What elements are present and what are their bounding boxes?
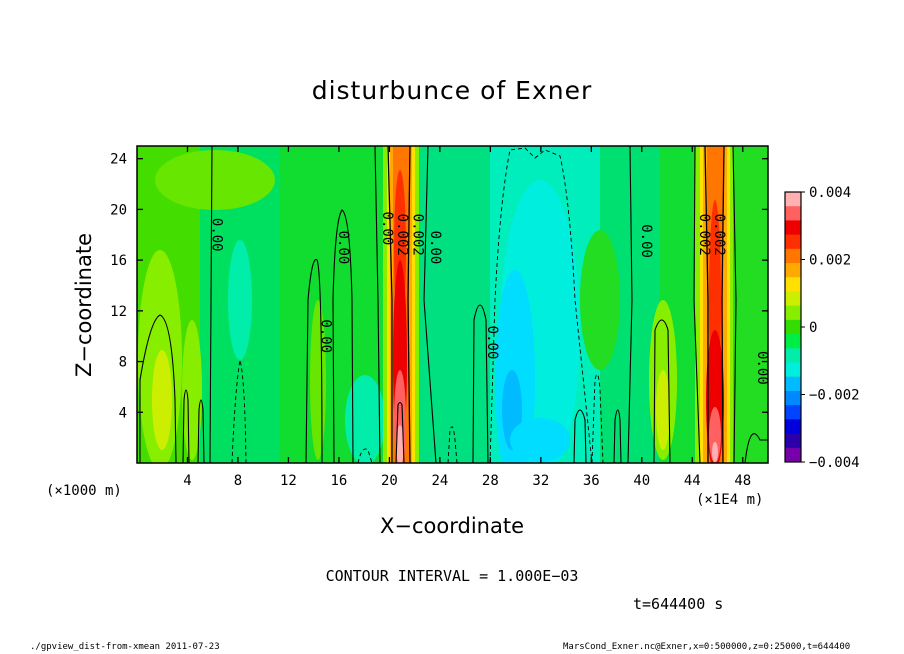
negative-contour-lines [231,147,604,463]
contour-label: 0.00 [209,218,225,252]
y-tick-label: 20 [110,202,127,218]
contour-label: 0.00 [379,212,395,246]
x-tick-label: 16 [330,473,347,489]
colorbar-swatch [785,206,801,221]
y-axis: 4 8 12 16 20 24 [110,152,768,421]
colorbar-swatch [785,348,801,364]
colorbar-swatch [785,234,801,250]
x-axis: 4 8 12 16 20 24 28 32 36 40 44 48 [183,146,751,489]
x-tick-label: 36 [583,473,600,489]
colorbar-swatch [785,405,801,420]
contour-label: 0.00 [484,326,500,360]
x-tick-label: 24 [431,473,448,489]
contour-lines [139,146,768,463]
y-tick-label: 4 [119,405,127,421]
colorbar-swatch [785,447,801,463]
y-tick-label: 8 [119,355,127,371]
x-tick-label: 44 [684,473,701,489]
contour-interval-text: CONTOUR INTERVAL = 1.000E−03 [325,567,579,585]
colorbar-swatch [785,277,801,292]
contour-label: 0.002 [696,214,712,256]
colorbar-tick-label: 0.002 [809,253,851,269]
colorbar-swatch [785,291,801,307]
x-tick-label: 32 [532,473,549,489]
y-tick-label: 16 [110,253,127,269]
contour-label: 0.002 [409,214,425,256]
colorbar-swatch [785,376,801,392]
contour-label: 0.00 [754,351,770,385]
contour-label: 0.00 [335,231,351,265]
time-stamp: t=644400 s [633,595,724,613]
y-tick-label: 12 [110,304,127,320]
y-tick-label: 24 [110,152,127,168]
x-tick-label: 40 [633,473,650,489]
colorbar-swatch [785,362,801,378]
colorbar-swatch [785,263,801,278]
colorbar-swatch [785,192,801,207]
x-unit-right: (×1E4 m) [696,492,764,508]
colorbar-swatch [785,305,801,321]
contour-label: 0.00 [638,224,654,258]
colorbar-swatch [785,220,801,236]
footer-script: ./gpview_dist-from-xmean 2011-07-23 [30,642,220,652]
x-unit-left: (×1000 m) [46,483,122,499]
colorbar-swatch [785,433,801,449]
x-axis-label: X−coordinate [380,514,524,538]
colorbar-swatch [785,319,801,335]
x-tick-label: 12 [280,473,297,489]
contour-labels: 0.00 0.000.000.00 0.002 0.002 0.000.000.00 0.… [209,212,770,385]
plot-frame [136,145,769,464]
contour-label: 0.00 [427,231,443,265]
colorbar-tick-label: −0.002 [809,388,860,404]
colorbar [784,191,802,463]
x-tick-label: 4 [183,473,191,489]
colorbar-swatch [785,334,801,349]
x-tick-label: 8 [234,473,242,489]
x-tick-label: 28 [482,473,499,489]
chart-title: disturbunce of Exner [311,76,593,105]
colorbar-swatch [785,419,801,435]
colorbar-labels: 0.004 0.002 0 −0.002 −0.004 [801,185,860,471]
contour-label: 0.002 [711,214,727,256]
x-tick-label: 20 [381,473,398,489]
colorbar-swatch [785,390,801,406]
heatmap-field [137,146,768,463]
x-tick-label: 48 [734,473,751,489]
colorbar-swatch [785,248,801,264]
footer-source: MarsCond_Exner.nc@Exner,x=0:500000,z=0:2… [563,642,851,652]
contour-label: 0.00 [317,319,333,353]
contour-label: 0.002 [394,214,410,256]
colorbar-tick-label: 0 [809,320,817,336]
colorbar-tick-label: 0.004 [809,185,851,201]
colorbar-tick-label: −0.004 [809,455,860,471]
